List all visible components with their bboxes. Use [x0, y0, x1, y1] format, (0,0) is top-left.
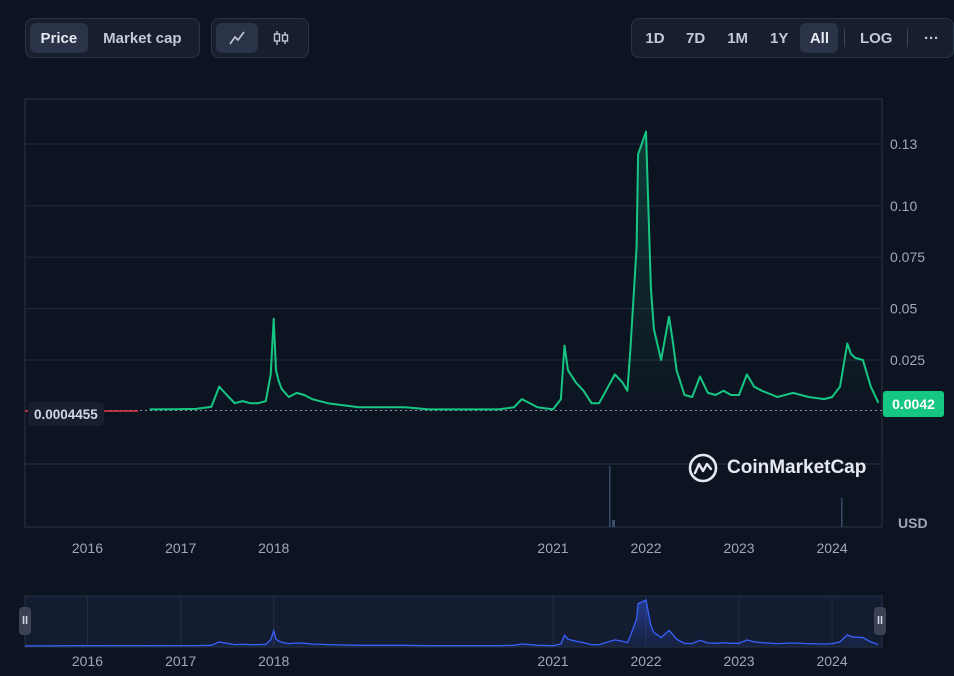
range-7d-button[interactable]: 7D: [686, 29, 706, 47]
navigator-line: [25, 599, 879, 647]
line-chart-icon: [229, 31, 245, 45]
y-tick-label: 0.05: [890, 301, 917, 317]
volume-bar: [612, 520, 615, 527]
navigator-x-ticks: 2016 2017 2018 2021 2022 2023 2024: [72, 653, 848, 669]
range-1y-button[interactable]: 1Y: [770, 29, 789, 47]
navigator-left-handle[interactable]: ll: [19, 607, 31, 635]
line-chart-button[interactable]: [216, 23, 258, 53]
x-tick-label: 2018: [258, 540, 289, 556]
y-tick-label: 0.025: [890, 352, 925, 368]
navigator-right-handle[interactable]: ll: [874, 607, 886, 635]
watermark-text: CoinMarketCap: [727, 457, 867, 478]
x-tick-label: 2022: [630, 540, 661, 556]
x-tick-label: 2021: [537, 540, 568, 556]
navigator-x-tick-label: 2018: [258, 653, 289, 669]
coinmarketcap-watermark: CoinMarketCap: [688, 453, 866, 483]
volume-bar: [609, 466, 611, 527]
candlestick-button[interactable]: [260, 23, 302, 53]
currency-label: USD: [898, 515, 928, 531]
chart-type-toggle: [211, 18, 309, 58]
tab-price[interactable]: Price: [30, 23, 88, 53]
x-tick-label: 2016: [72, 540, 103, 556]
navigator-x-tick-label: 2016: [72, 653, 103, 669]
price-area: [149, 131, 879, 411]
range-1d-button[interactable]: 1D: [645, 29, 665, 47]
start-price-label: 0.0004455: [28, 402, 104, 426]
range-1m-button[interactable]: 1M: [727, 29, 749, 47]
volume-bar: [841, 498, 843, 527]
range-selector: 1D 7D 1M 1Y All LOG ···: [631, 18, 954, 58]
x-tick-label: 2017: [165, 540, 196, 556]
candlestick-icon: [273, 31, 289, 45]
y-tick-label: 0.10: [890, 198, 917, 214]
navigator-x-tick-label: 2022: [630, 653, 661, 669]
last-price-label: 0.0042: [883, 391, 944, 417]
volume-bars: [609, 466, 843, 527]
y-axis-ticks: 0.025 0.05 0.075 0.10 0.13: [890, 136, 925, 368]
y-tick-label: 0.13: [890, 136, 917, 152]
x-tick-label: 2024: [816, 540, 847, 556]
x-axis-ticks: 2016 2017 2018 2021 2022 2023 2024: [72, 540, 848, 556]
navigator-x-tick-label: 2021: [537, 653, 568, 669]
navigator-frame[interactable]: [24, 595, 883, 648]
grid-lines: [25, 143, 882, 361]
navigator-x-tick-label: 2024: [816, 653, 847, 669]
price-line: [149, 130, 880, 411]
y-tick-label: 0.075: [890, 249, 925, 265]
log-scale-button[interactable]: LOG: [859, 29, 893, 47]
coinmarketcap-logo-icon: [688, 453, 718, 483]
x-tick-label: 2023: [723, 540, 754, 556]
tab-market-cap[interactable]: Market cap: [103, 29, 182, 47]
navigator-x-tick-label: 2023: [723, 653, 754, 669]
plot-frame: [24, 98, 883, 528]
more-options-button[interactable]: ···: [923, 29, 939, 47]
range-divider: [844, 29, 846, 47]
range-divider-2: [907, 29, 908, 47]
metric-tabs: Price Market cap: [25, 18, 200, 58]
range-all-button[interactable]: All: [800, 23, 839, 53]
navigator-x-tick-label: 2017: [165, 653, 196, 669]
